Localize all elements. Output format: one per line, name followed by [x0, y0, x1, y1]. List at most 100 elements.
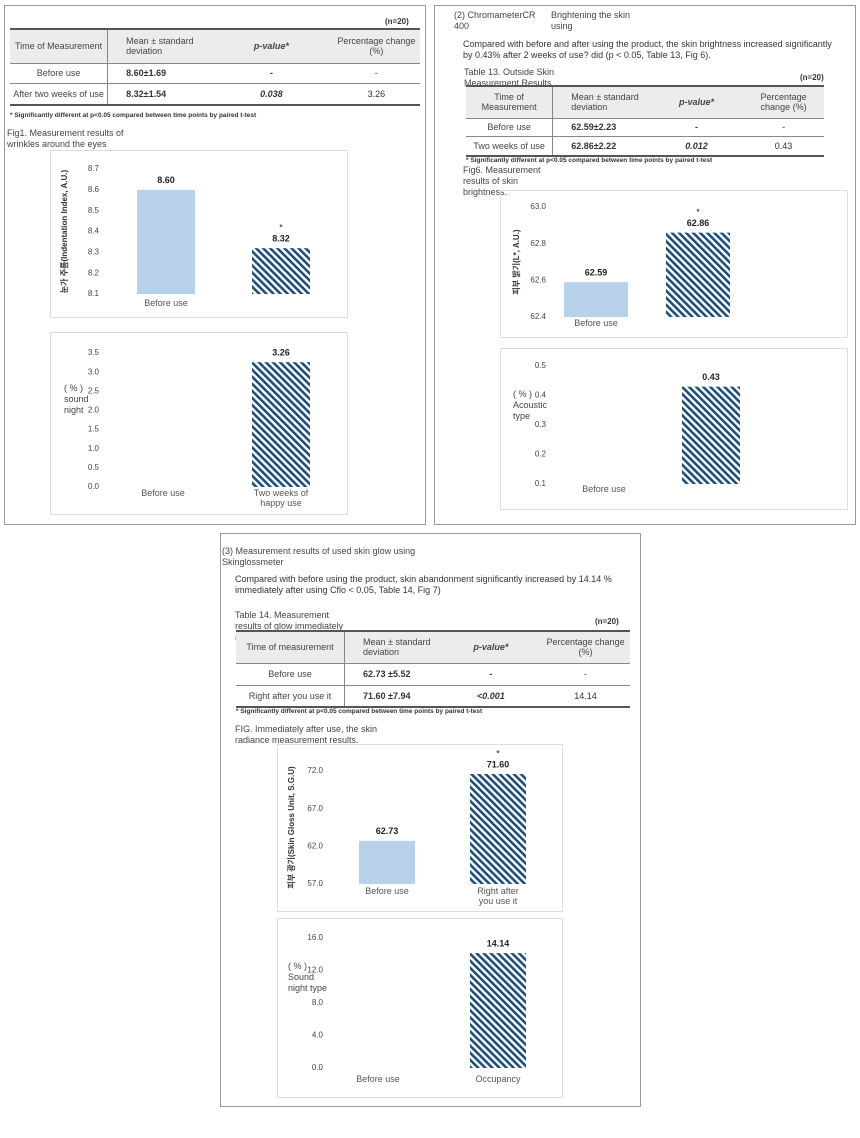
x-tick-label: Before use — [141, 488, 185, 498]
chart-svg: 0.0 0.5 1.0 1.5 2.0 2.5 3.0 3.5 3.26 — [88, 348, 310, 491]
y-axis-label: 피부 밝기(L*, A.U.) — [511, 229, 521, 294]
chart-svg: 0.0 4.0 8.0 12.0 16.0 14.14 — [307, 933, 526, 1072]
sample-size: (n=20) — [595, 617, 619, 626]
y-tick-label: 12.0 — [307, 966, 323, 975]
section-text: Compared with before and after using the… — [463, 39, 832, 60]
table-cell: After two weeks of use — [10, 83, 109, 106]
value-label: 62.73 — [376, 826, 399, 836]
chart-svg: 8.1 8.2 8.3 8.4 8.5 8.6 8.7 눈가 주름(Indentation I… — [59, 164, 310, 298]
x-tick-label: Two weeks of happy use — [253, 488, 309, 508]
significance-mark: * — [696, 207, 700, 217]
y-tick-label: 8.3 — [88, 247, 100, 256]
y-axis-label: 눈가 주름(Indentation Index, A.U.) — [59, 169, 69, 293]
table-cell: Before use — [10, 63, 109, 84]
chart: 57.0 62.0 67.0 72.0 피부 광기(Skin Gloss Unit, S… — [277, 744, 563, 912]
chart: 0.0 0.5 1.0 1.5 2.0 2.5 3.0 3.5 3.26 ( % ) sound … — [50, 332, 348, 515]
y-tick-label: 62.4 — [530, 312, 546, 321]
y-tick-label: 0.3 — [535, 420, 547, 429]
section-text: Compared with before using the product, … — [235, 574, 612, 595]
y-tick-label: 2.5 — [88, 386, 100, 395]
bar — [137, 189, 195, 294]
table-cell: 62.59±2.23 — [552, 118, 650, 137]
chart-svg: 0.1 0.2 0.3 0.4 0.5 0.43 — [535, 361, 740, 488]
table-row: Before use 62.59±2.23- - — [466, 118, 824, 137]
table-cell: 14.14 — [541, 685, 630, 708]
value-label: 0.43 — [702, 372, 720, 382]
table: Time of Measurement Mean ± standard devia… — [466, 85, 824, 157]
footnote: * Significantly different at p<0.05 comp… — [236, 708, 483, 715]
table: Time of measurement Mean ± standard devia… — [236, 630, 630, 708]
table-cell: 62.86±2.22 — [552, 136, 650, 157]
panel-glow — [220, 533, 641, 1107]
y-tick-label: 62.0 — [307, 841, 323, 850]
table-cell: Right after you use it — [236, 685, 346, 708]
table-cell: - — [332, 63, 420, 84]
header-cell: p-value* — [649, 85, 744, 119]
table-cell: Two weeks of use — [466, 136, 554, 157]
bar — [470, 953, 526, 1068]
chart: 8.1 8.2 8.3 8.4 8.5 8.6 8.7 눈가 주름(Indentation I… — [50, 150, 348, 318]
y-tick-label: 0.0 — [312, 1063, 324, 1072]
table-header: Time of Measurement Mean ± standard devia… — [10, 28, 420, 64]
y-tick-label: 0.5 — [88, 463, 100, 472]
table-row: Two weeks of use 62.86±2.22 0.012 0.43 — [466, 136, 824, 157]
y-axis-label: ( % ) Acoustic type — [513, 389, 548, 421]
figure-caption: Fig1. Measurement results of wrinkles ar… — [7, 128, 124, 149]
table-cell: 0.43 — [743, 136, 824, 157]
bar — [252, 248, 310, 294]
header-cell: Mean ± standard deviation — [107, 28, 210, 64]
value-label: 62.86 — [687, 218, 710, 228]
y-tick-label: 72.0 — [307, 766, 323, 775]
panel-wrinkles — [4, 5, 426, 525]
header-cell: Percentage change (%) — [332, 28, 420, 64]
y-tick-label: 0.4 — [535, 391, 547, 400]
table-cell: - — [541, 663, 630, 686]
chart: 62.4 62.6 62.8 63.0 피부 밝기(L*, A.U.) 62.59 62.8… — [500, 190, 848, 338]
table-cell: 0.012 — [649, 136, 744, 157]
header-cell: p-value* — [440, 630, 542, 664]
value-label: 62.59 — [585, 268, 608, 278]
y-tick-label: 8.0 — [312, 998, 324, 1007]
table-cell: 8.60±1.69 — [107, 63, 210, 84]
header-cell: Percentage change (%) — [541, 630, 630, 664]
significance-mark: * — [496, 748, 500, 758]
chart-svg: 62.4 62.6 62.8 63.0 피부 밝기(L*, A.U.) 62.59 62.8… — [511, 202, 730, 321]
table-cell: <0.001 — [440, 685, 542, 708]
chart-svg: 57.0 62.0 67.0 72.0 피부 광기(Skin Gloss Unit, S… — [286, 748, 526, 889]
y-tick-label: 4.0 — [312, 1031, 324, 1040]
header-cell: Mean ± standard deviation — [552, 85, 650, 119]
header-cell: Time of Measurement — [466, 85, 554, 119]
y-tick-label: 1.0 — [88, 444, 100, 453]
sample-size: (n=20) — [800, 73, 824, 82]
y-tick-label: 0.0 — [88, 482, 100, 491]
header-cell: Time of measurement — [236, 630, 346, 664]
y-tick-label: 8.2 — [88, 268, 100, 277]
significance-mark: * — [279, 223, 283, 233]
y-tick-label: 0.5 — [535, 361, 547, 370]
table-cell: 0.038 — [209, 83, 333, 106]
header-cell: Mean ± standard deviation — [344, 630, 441, 664]
y-tick-label: 67.0 — [307, 804, 323, 813]
table-row: Right after you use it 71.60 ±7.94 <0.001 1… — [236, 685, 630, 708]
y-tick-label: 8.1 — [88, 289, 100, 298]
y-tick-label: 3.0 — [88, 367, 100, 376]
section-heading: (2) ChromameterCR 400 — [454, 10, 536, 31]
value-label: 8.32 — [272, 234, 290, 244]
header-cell: Percentage change (%) — [743, 85, 824, 119]
y-tick-label: 8.6 — [88, 185, 100, 194]
table-cell: 62.73 ±5.52 — [344, 663, 441, 686]
x-tick-label: Before use — [574, 318, 618, 328]
table-row: After two weeks of use 8.32±1.54 0.038 3.26 — [10, 83, 420, 106]
table-cell: - — [209, 63, 333, 84]
sample-size: (n=20) — [385, 17, 409, 26]
bar — [252, 362, 310, 487]
y-axis-label: ( % ) Sound night type — [288, 961, 328, 993]
y-tick-label: 62.8 — [530, 239, 546, 248]
y-axis-label: ( % ) sound night — [64, 383, 89, 415]
table-cell: 8.32±1.54 — [107, 83, 210, 106]
bar — [359, 840, 415, 884]
header-cell: p-value* — [209, 28, 333, 64]
bar — [682, 386, 740, 484]
footnote: * Significantly different at p<0.05 comp… — [466, 157, 713, 164]
